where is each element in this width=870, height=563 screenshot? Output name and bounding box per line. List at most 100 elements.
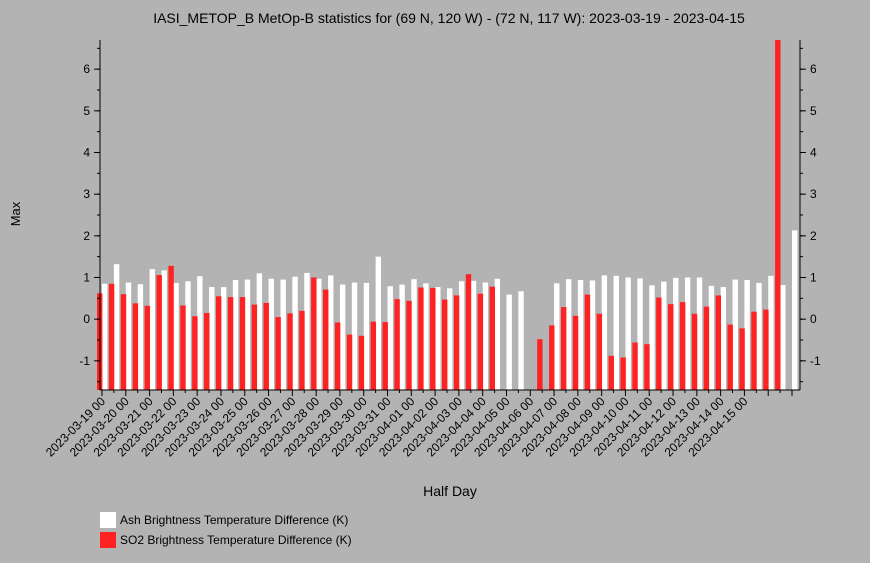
y-tick-label-right: 1 bbox=[810, 271, 817, 285]
so2-bar bbox=[679, 302, 686, 390]
y-tick-label-left: 4 bbox=[83, 146, 90, 160]
ash-bar bbox=[470, 280, 477, 390]
so2-bar bbox=[132, 303, 139, 390]
y-tick-label-right: 2 bbox=[810, 229, 817, 243]
ash-bar bbox=[351, 282, 358, 390]
ash-bar bbox=[720, 287, 727, 390]
x-axis-label: Half Day bbox=[423, 483, 477, 499]
so2-bar bbox=[394, 299, 400, 390]
ash-bar bbox=[482, 282, 489, 390]
legend-label-so2: SO2 Brightness Temperature Difference (K… bbox=[120, 533, 352, 547]
so2-bar bbox=[120, 294, 127, 390]
so2-bar bbox=[644, 344, 650, 390]
y-tick-label-right: 6 bbox=[810, 62, 817, 76]
ash-bar bbox=[280, 279, 286, 390]
so2-bar bbox=[370, 321, 377, 390]
y-tick-label-right: -1 bbox=[810, 354, 821, 368]
ash-bar bbox=[447, 288, 453, 390]
plot-area bbox=[97, 40, 798, 390]
y-tick-label-left: 5 bbox=[83, 104, 90, 118]
ash-bar bbox=[387, 286, 393, 390]
so2-bar bbox=[489, 286, 495, 390]
ash-bar bbox=[268, 278, 274, 390]
so2-bar bbox=[204, 312, 210, 390]
ash-bar bbox=[220, 287, 227, 390]
so2-bar bbox=[382, 322, 388, 390]
legend-swatch-so2 bbox=[100, 532, 116, 548]
so2-bar bbox=[251, 304, 258, 390]
y-tick-label-right: 3 bbox=[810, 187, 817, 201]
ash-bar bbox=[518, 291, 524, 390]
so2-bar bbox=[287, 313, 293, 390]
ash-bar bbox=[661, 281, 667, 390]
ash-bar bbox=[601, 275, 608, 390]
so2-bar bbox=[596, 313, 603, 390]
ash-bar bbox=[256, 273, 263, 390]
ash-bar bbox=[244, 279, 251, 390]
ash-bar bbox=[458, 281, 465, 390]
so2-bar bbox=[739, 328, 745, 390]
ash-bar bbox=[161, 270, 167, 390]
so2-bar bbox=[632, 342, 638, 390]
so2-bar bbox=[156, 275, 162, 390]
so2-bar bbox=[299, 310, 305, 390]
y-tick-label-left: -1 bbox=[79, 354, 90, 368]
so2-bar bbox=[334, 322, 341, 390]
so2-bar bbox=[537, 339, 543, 390]
y-axis-label: Max bbox=[8, 201, 23, 226]
ash-bar bbox=[411, 279, 417, 390]
so2-bar bbox=[751, 311, 757, 390]
so2-bar bbox=[775, 40, 781, 390]
legend-label-ash: Ash Brightness Temperature Difference (K… bbox=[120, 513, 348, 527]
so2-bar bbox=[263, 302, 269, 390]
ash-bar bbox=[435, 287, 441, 390]
ash-bar bbox=[173, 282, 179, 390]
ash-bar bbox=[732, 279, 738, 390]
so2-bar bbox=[168, 265, 174, 390]
ash-bar bbox=[363, 282, 370, 390]
ash-bar bbox=[554, 283, 560, 390]
ash-bar bbox=[673, 277, 679, 390]
ash-bar bbox=[113, 264, 120, 390]
ash-bar bbox=[792, 230, 798, 390]
y-tick-label-left: 2 bbox=[83, 229, 90, 243]
so2-bar bbox=[584, 294, 591, 390]
ash-bar bbox=[292, 276, 298, 390]
so2-bar bbox=[715, 295, 722, 390]
so2-bar bbox=[560, 307, 567, 390]
y-axis-left: -1 0 1 2 3 4 5 6 bbox=[79, 40, 101, 390]
so2-bar bbox=[465, 274, 472, 390]
y-tick-label-right: 4 bbox=[810, 146, 817, 160]
so2-bar bbox=[572, 315, 579, 390]
ash-bar bbox=[589, 280, 596, 390]
so2-bar bbox=[668, 304, 674, 390]
ash-bar bbox=[756, 282, 762, 390]
ash-bar bbox=[149, 269, 155, 390]
ash-bar bbox=[577, 280, 584, 390]
ash-bar bbox=[375, 256, 382, 390]
so2-bar bbox=[453, 295, 460, 390]
so2-bar bbox=[656, 297, 662, 390]
ash-bar bbox=[137, 284, 144, 390]
so2-bar bbox=[311, 277, 317, 390]
ash-bar bbox=[625, 277, 631, 390]
ash-bar bbox=[316, 278, 322, 390]
ash-bar bbox=[304, 272, 310, 390]
ash-bar bbox=[328, 275, 334, 390]
y-tick-label-left: 6 bbox=[83, 62, 90, 76]
ash-bar bbox=[197, 276, 203, 390]
ash-bar bbox=[649, 285, 655, 390]
ash-bar bbox=[744, 280, 750, 390]
y-tick-label-left: 3 bbox=[83, 187, 90, 201]
so2-bar bbox=[691, 313, 698, 390]
legend: Ash Brightness Temperature Difference (K… bbox=[100, 512, 352, 548]
ash-bar bbox=[494, 278, 500, 390]
so2-bar bbox=[703, 306, 710, 390]
so2-bar bbox=[180, 305, 186, 390]
ash-bar bbox=[185, 281, 191, 390]
ash-bar bbox=[125, 282, 132, 390]
so2-bar bbox=[227, 297, 234, 390]
ash-bar bbox=[565, 279, 572, 390]
